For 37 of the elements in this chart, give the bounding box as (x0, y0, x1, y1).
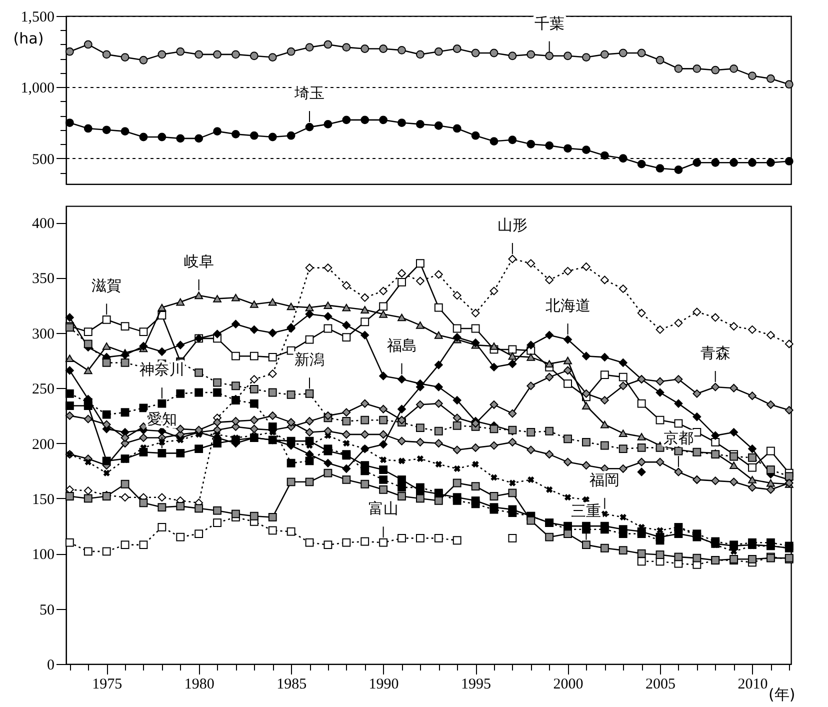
x-axis-title: (年) (768, 686, 796, 704)
y-tick-label: 1,500 (20, 10, 54, 26)
y-tick-label: 200 (32, 436, 54, 453)
y-tick-label: 350 (32, 271, 54, 288)
annotation: 埼玉 (294, 84, 325, 102)
y-tick-label: 150 (32, 492, 54, 508)
y-tick-label: 0 (47, 658, 54, 674)
annotation: 福岡 (590, 470, 620, 489)
annotation: 千葉 (534, 14, 564, 32)
annotation: 山形 (497, 216, 528, 234)
y-tick-label: 400 (32, 216, 54, 232)
y-tick-label: 500 (32, 152, 54, 168)
annotation: 三重 (571, 502, 602, 520)
annotation: 神奈川 (139, 360, 184, 379)
annotation: 滋賀 (92, 276, 122, 295)
x-tick-label: 1990 (368, 676, 399, 692)
x-tick-label: 1995 (461, 676, 492, 692)
x-tick-label: 1985 (276, 676, 307, 692)
x-tick-label: 1980 (184, 676, 214, 692)
y-tick-label: 1,000 (20, 80, 54, 97)
annotation: 青森 (700, 344, 730, 362)
y-tick-label: 100 (32, 547, 54, 564)
y-tick-label: 50 (40, 602, 54, 618)
y-tick-label: 300 (32, 326, 54, 342)
x-tick-label: 1975 (92, 676, 122, 692)
y-tick-label: 250 (32, 382, 54, 398)
x-tick-label: 2005 (646, 676, 676, 692)
y-axis-title: (ha) (13, 30, 44, 48)
annotation: 北海道 (545, 296, 590, 315)
annotation: 岐阜 (184, 252, 214, 270)
annotation: 富山 (368, 500, 398, 518)
annotation: 福島 (386, 336, 417, 354)
x-tick-label: 2000 (553, 676, 584, 692)
annotation: 京都 (663, 428, 694, 447)
x-tick-label: 2010 (738, 676, 768, 692)
annotation: 愛知 (146, 410, 177, 428)
annotation: 新潟 (294, 350, 325, 369)
